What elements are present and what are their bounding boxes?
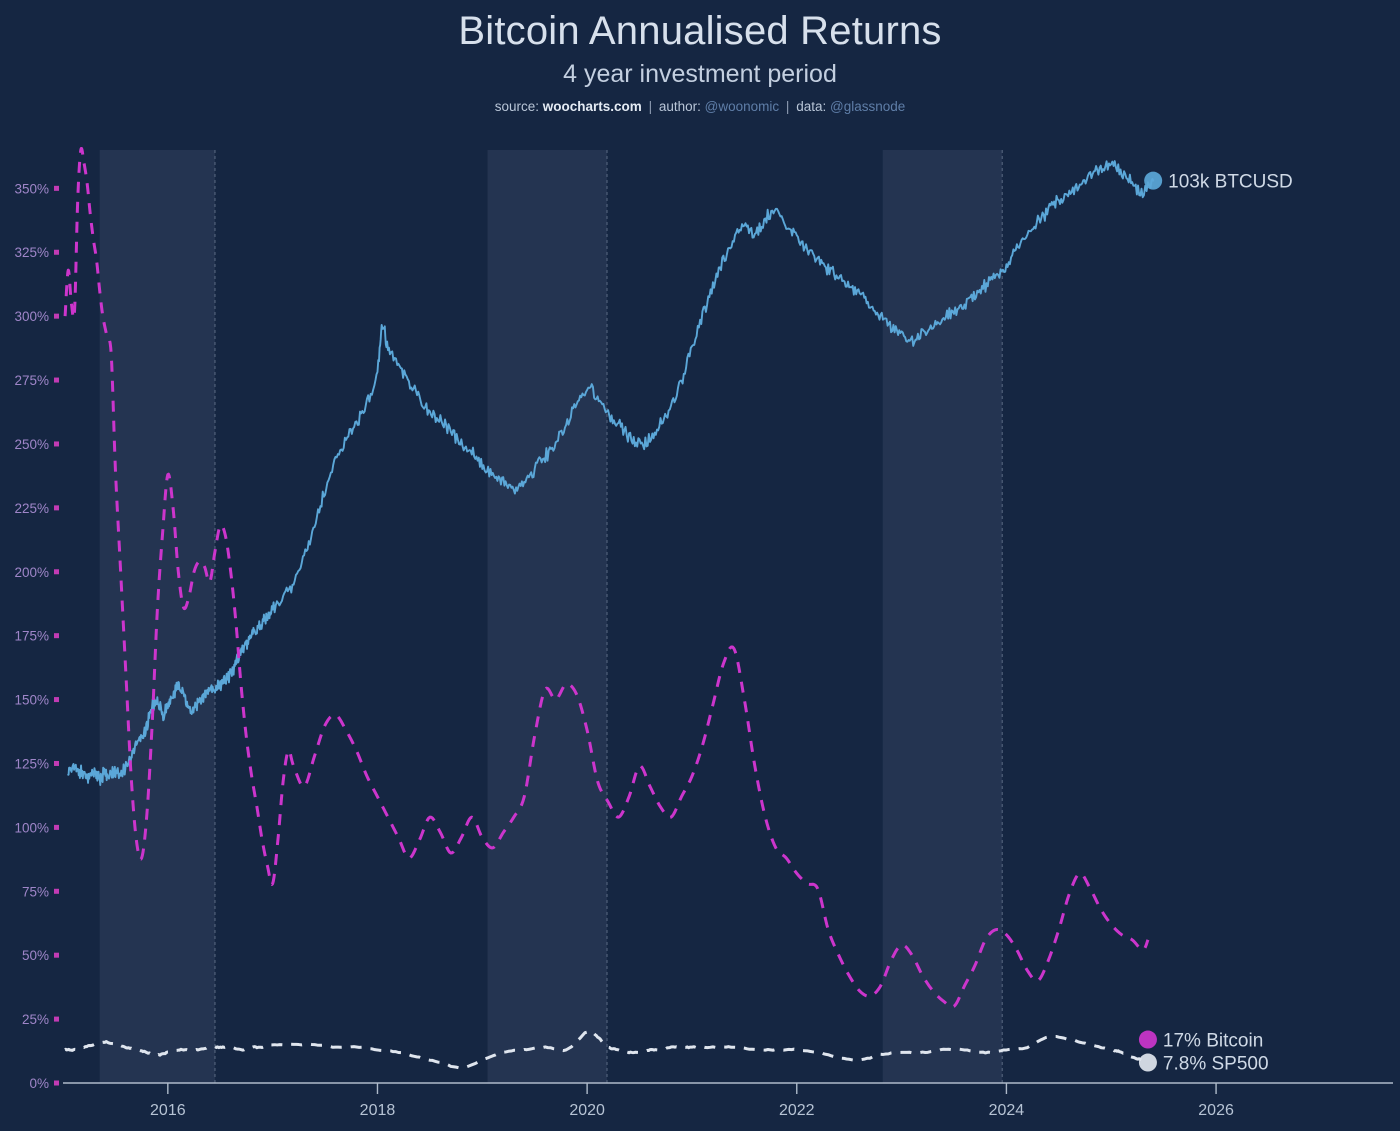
x-axis-tick-label: 2016 [150, 1102, 186, 1119]
series-line [64, 1029, 1150, 1070]
shaded-band [882, 150, 1003, 1083]
y-axis-tick [54, 505, 59, 511]
y-axis-tick [54, 569, 59, 575]
y-axis-tick-label: 125% [14, 756, 49, 771]
y-axis-tick-label: 50% [22, 948, 49, 963]
y-axis-tick-label: 275% [14, 373, 49, 388]
y-axis-tick [54, 249, 59, 255]
y-axis-tick [54, 441, 59, 447]
y-axis-tick [54, 824, 59, 830]
x-axis-tick-label: 2022 [779, 1102, 815, 1119]
x-axis-tick-label: 2020 [569, 1102, 605, 1119]
y-axis-tick-label: 200% [14, 565, 49, 580]
y-axis-tick-label: 75% [22, 884, 49, 899]
x-axis-tick-label: 2018 [360, 1102, 396, 1119]
series-legend-label[interactable]: 7.8% SP500 [1163, 1054, 1269, 1075]
series-line [63, 146, 1150, 1009]
y-axis-tick-label: 25% [22, 1012, 49, 1027]
series-endpoint-marker [1138, 1053, 1157, 1072]
y-axis-tick [54, 1016, 59, 1022]
y-axis-tick [54, 697, 59, 703]
y-axis-tick [54, 952, 59, 958]
series-legend-label[interactable]: 103k BTCUSD [1168, 172, 1293, 193]
shaded-band [487, 150, 608, 1083]
series-endpoint-marker [1144, 171, 1163, 190]
y-axis-tick-label: 100% [14, 820, 49, 835]
x-axis-tick-label: 2024 [989, 1102, 1025, 1119]
series-endpoint-marker [1138, 1030, 1157, 1049]
y-axis-tick-label: 350% [14, 181, 49, 196]
y-axis-tick [54, 1080, 59, 1086]
y-axis-tick [54, 633, 59, 639]
y-axis-tick-label: 0% [29, 1076, 49, 1091]
y-axis-tick [54, 888, 59, 894]
y-axis-tick-label: 150% [14, 693, 49, 708]
y-axis-tick-label: 175% [14, 629, 49, 644]
y-axis-tick-label: 325% [14, 245, 49, 260]
y-axis-tick-label: 250% [14, 437, 49, 452]
y-axis-tick [54, 185, 59, 191]
series-line [67, 160, 1155, 786]
y-axis-tick-label: 300% [14, 309, 49, 324]
tick-labels-group: 0% 25% 50% 75% 100% 125% 150% 175% 200% 225% 250% 2… [14, 181, 1233, 1119]
x-axis-tick-label: 2026 [1198, 1102, 1234, 1119]
y-axis-tick [54, 377, 59, 383]
series-legend-label[interactable]: 17% Bitcoin [1163, 1031, 1263, 1052]
y-axis-tick [54, 760, 59, 766]
y-axis-tick-label: 225% [14, 501, 49, 516]
axes-group [54, 185, 1393, 1094]
series-group [63, 146, 1155, 1070]
y-axis-tick [54, 313, 59, 319]
